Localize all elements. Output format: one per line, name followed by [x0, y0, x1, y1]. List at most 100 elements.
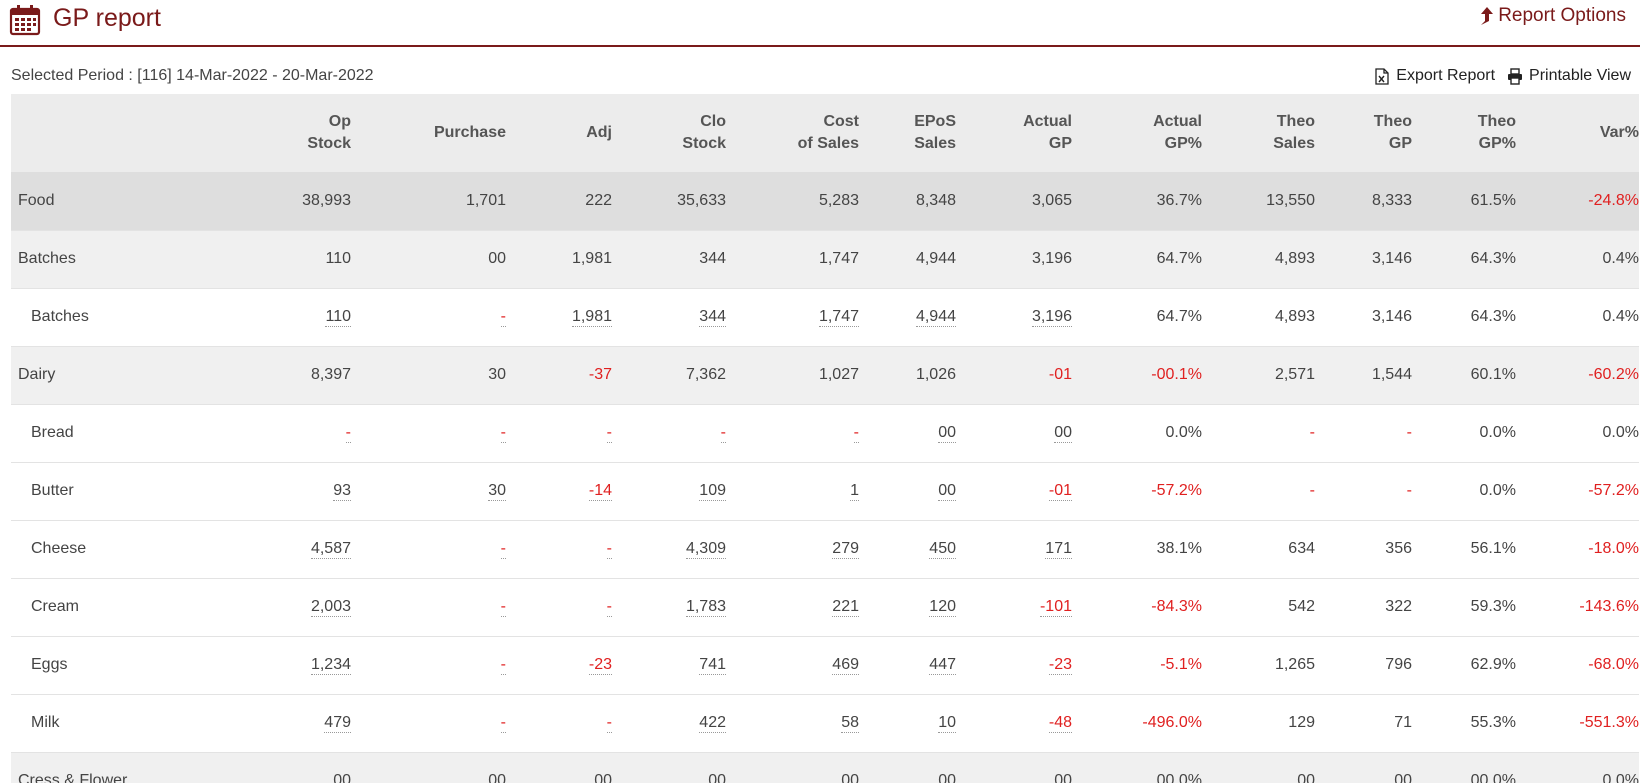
table-row[interactable]: Butter 93 30 -14 109 1 00 -01 -57.2% - - 0.0% -57.2%: [11, 462, 1639, 521]
table-row[interactable]: Milk 479 - - 422 58 10 -48 -496.0% 129 71 55.3% -551…: [11, 694, 1639, 753]
drilldown-link[interactable]: -14: [588, 482, 612, 501]
drilldown-link[interactable]: -: [500, 424, 506, 443]
column-header-line2: Var%: [1599, 124, 1639, 141]
table-cell: 1,783: [612, 578, 726, 637]
drilldown-link[interactable]: 120: [929, 598, 956, 617]
column-header: Adj: [506, 94, 612, 172]
printer-icon: [1508, 67, 1523, 85]
drilldown-link[interactable]: 1,747: [818, 308, 859, 327]
table-cell: -00.1%: [1072, 346, 1202, 405]
drilldown-link[interactable]: -: [606, 424, 612, 443]
drilldown-link[interactable]: -: [500, 308, 506, 327]
table-cell: 634: [1202, 520, 1315, 579]
drilldown-link[interactable]: 741: [699, 656, 726, 675]
table-cell: 322: [1315, 578, 1412, 637]
table-cell: 1: [726, 462, 859, 521]
drilldown-link[interactable]: 30: [488, 482, 506, 501]
drilldown-link[interactable]: 2,003: [310, 598, 351, 617]
drilldown-link[interactable]: -: [720, 424, 726, 443]
column-header: EPoS Sales: [859, 94, 956, 172]
drilldown-link[interactable]: 58: [841, 714, 859, 733]
arrow-up-icon: [1481, 7, 1494, 25]
drilldown-link[interactable]: 171: [1045, 540, 1072, 559]
table-cell: 344: [612, 288, 726, 347]
table-row[interactable]: Cress & Flower 00 00 00 00 00 00 00 00.0% 00 00 00.…: [11, 752, 1639, 783]
table-row[interactable]: Food 38,993 1,701 222 35,633 5,283 8,348 3,065 3…: [11, 172, 1639, 231]
drilldown-link[interactable]: 469: [832, 656, 859, 675]
drilldown-link[interactable]: -: [853, 424, 859, 443]
table-row[interactable]: Cheese 4,587 - - 4,309 279 450 171 38.1% 634 356 56…: [11, 520, 1639, 579]
table-row[interactable]: Eggs 1,234 - -23 741 469 447 -23 -5.1% 1,265 796 62…: [11, 636, 1639, 695]
drilldown-link[interactable]: -23: [588, 656, 612, 675]
drilldown-link[interactable]: -: [500, 714, 506, 733]
drilldown-link[interactable]: 1,783: [685, 598, 726, 617]
report-options-button[interactable]: Report Options: [1480, 5, 1626, 27]
table-cell: -: [1315, 462, 1412, 521]
cell-value: 36.7%: [1156, 191, 1202, 209]
drilldown-link[interactable]: -48: [1048, 714, 1072, 733]
table-cell: 00: [612, 752, 726, 783]
drilldown-link[interactable]: 109: [699, 482, 726, 501]
drilldown-link[interactable]: -: [606, 598, 612, 617]
column-header-line2: Purchase: [433, 124, 506, 141]
drilldown-link[interactable]: 10: [938, 714, 956, 733]
drilldown-link[interactable]: 00: [938, 424, 956, 443]
drilldown-link[interactable]: 422: [699, 714, 726, 733]
drilldown-link[interactable]: 279: [832, 540, 859, 559]
table-cell: 8,397: [241, 346, 351, 405]
table-cell: 00: [241, 752, 351, 783]
table-row[interactable]: Dairy 8,397 30 -37 7,362 1,027 1,026 -01 -00.1% 2…: [11, 346, 1639, 405]
drilldown-link[interactable]: -01: [1048, 482, 1072, 501]
drilldown-link[interactable]: -23: [1048, 656, 1072, 675]
table-row[interactable]: Batches 110 - 1,981 344 1,747 4,944 3,196 64.7% 4…: [11, 288, 1639, 347]
table-cell: 00: [956, 752, 1072, 783]
table-cell: 4,944: [859, 230, 956, 289]
drilldown-link[interactable]: 221: [832, 598, 859, 617]
drilldown-link[interactable]: 110: [325, 308, 351, 327]
drilldown-link[interactable]: -: [606, 540, 612, 559]
table-cell: 61.5%: [1412, 172, 1516, 231]
table-cell: 796: [1315, 636, 1412, 695]
drilldown-link[interactable]: 450: [929, 540, 956, 559]
row-name: Cream: [11, 578, 241, 637]
drilldown-link[interactable]: -: [500, 656, 506, 675]
drilldown-link[interactable]: 1,981: [571, 308, 612, 327]
table-cell: -: [506, 694, 612, 753]
drilldown-link[interactable]: 479: [324, 714, 351, 733]
drilldown-link[interactable]: 00: [1054, 424, 1072, 443]
table-row[interactable]: Cream 2,003 - - 1,783 221 120 -101 -84.3% 542 322 5…: [11, 578, 1639, 637]
table-cell: 00.0%: [1072, 752, 1202, 783]
drilldown-link[interactable]: 4,309: [685, 540, 726, 559]
drilldown-link[interactable]: -: [500, 540, 506, 559]
cell-value: 2,571: [1274, 366, 1315, 383]
cell-value: -68.0%: [1588, 656, 1639, 673]
drilldown-link[interactable]: 3,196: [1031, 308, 1072, 327]
drilldown-link[interactable]: 93: [333, 482, 351, 501]
drilldown-link[interactable]: 1: [850, 482, 859, 501]
table-cell: -: [506, 404, 612, 463]
cell-value: 00: [333, 772, 351, 783]
drilldown-link[interactable]: -101: [1039, 598, 1072, 617]
export-report-button[interactable]: Export Report: [1374, 67, 1495, 85]
page-title: GP report: [53, 4, 161, 32]
printable-view-button[interactable]: Printable View: [1507, 67, 1631, 85]
table-cell: -68.0%: [1516, 636, 1639, 695]
table-cell: 279: [726, 520, 859, 579]
drilldown-link[interactable]: 1,234: [310, 656, 351, 675]
table-cell: 741: [612, 636, 726, 695]
drilldown-link[interactable]: -: [500, 598, 506, 617]
drilldown-link[interactable]: -: [345, 424, 351, 443]
drilldown-link[interactable]: 344: [699, 308, 726, 327]
cell-value: 56.1%: [1470, 540, 1516, 557]
drilldown-link[interactable]: -: [606, 714, 612, 733]
table-row[interactable]: Bread - - - - - 00 00 0.0% - - 0.0% 0.0%: [11, 404, 1639, 463]
drilldown-link[interactable]: 00: [938, 482, 956, 501]
row-name: Cheese: [11, 520, 241, 579]
table-row[interactable]: Batches 110 00 1,981 344 1,747 4,944 3,196 64.7%…: [11, 230, 1639, 289]
table-cell: 00: [1202, 752, 1315, 783]
table-cell: 38.1%: [1072, 520, 1202, 579]
drilldown-link[interactable]: 4,944: [915, 308, 956, 327]
table-cell: 171: [956, 520, 1072, 579]
drilldown-link[interactable]: 4,587: [310, 540, 351, 559]
drilldown-link[interactable]: 447: [929, 656, 956, 675]
